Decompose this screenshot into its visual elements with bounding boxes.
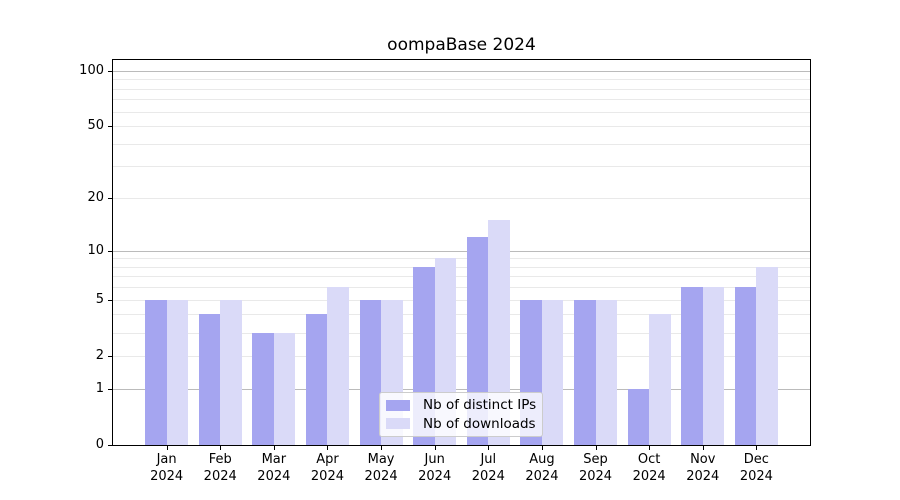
bar: [574, 299, 596, 445]
gridline: [113, 314, 810, 316]
gridline: [113, 332, 810, 334]
x-tick-mark: [756, 446, 758, 450]
gridline: [113, 111, 810, 113]
x-tick-mark: [541, 446, 543, 450]
x-tick-label: Mar 2024: [257, 452, 291, 484]
y-tick-mark: [108, 355, 112, 357]
chart-legend: Nb of distinct IPs Nb of downloads: [379, 392, 543, 437]
y-tick-label: 50: [87, 118, 104, 134]
x-tick-label: Dec 2024: [739, 452, 773, 484]
gridline: [113, 276, 810, 278]
x-tick-mark: [595, 446, 597, 450]
y-tick-label: 10: [87, 242, 104, 258]
gridline: [113, 250, 810, 252]
y-tick-mark: [108, 126, 112, 128]
x-tick-label: Apr 2024: [310, 452, 344, 484]
chart-title: oompaBase 2024: [387, 35, 536, 55]
y-tick-label: 0: [95, 437, 104, 452]
gridline: [113, 79, 810, 81]
bar: [756, 266, 778, 445]
bar: [541, 299, 564, 445]
gridline: [113, 388, 810, 390]
bar: [627, 388, 650, 445]
x-tick-label: Jan 2024: [150, 452, 184, 484]
y-tick-label: 2: [95, 347, 104, 363]
y-tick-mark: [108, 388, 112, 390]
bar: [273, 332, 296, 445]
y-tick-label: 20: [87, 190, 104, 206]
y-tick-mark: [108, 299, 112, 301]
y-tick-mark: [108, 198, 112, 200]
y-tick-label: 5: [95, 291, 104, 307]
legend-item-downloads: Nb of downloads: [386, 416, 538, 432]
bar: [488, 220, 510, 445]
gridline: [113, 70, 810, 72]
axis-spine-top: [112, 59, 811, 60]
legend-label-distinct-ips: Nb of distinct IPs: [423, 397, 537, 414]
x-tick-mark: [702, 446, 704, 450]
x-tick-label: Jun 2024: [418, 452, 452, 484]
x-tick-mark: [649, 446, 651, 450]
y-tick-mark: [108, 250, 112, 252]
y-tick-mark: [108, 70, 112, 72]
gridline: [113, 258, 810, 260]
bar: [359, 299, 382, 445]
x-tick-mark: [327, 446, 329, 450]
x-tick-label: Sep 2024: [578, 452, 613, 484]
gridline: [113, 126, 810, 128]
bar: [198, 314, 221, 445]
bar: [734, 287, 757, 445]
axis-spine-left: [112, 59, 113, 446]
gridline: [113, 198, 810, 200]
axis-spine-bottom: [112, 445, 811, 446]
gridline: [113, 287, 810, 289]
gridline: [113, 99, 810, 101]
x-tick-label: Jul 2024: [471, 452, 505, 484]
x-tick-mark: [488, 446, 490, 450]
bar: [595, 299, 618, 445]
gridline: [113, 88, 810, 90]
y-tick-label: 1: [95, 380, 104, 396]
y-tick-label: 100: [79, 62, 104, 78]
gridline: [113, 143, 810, 145]
axis-spine-right: [810, 59, 811, 446]
bar: [252, 332, 274, 445]
y-tick-mark: [108, 445, 112, 446]
gridline: [113, 166, 810, 168]
legend-item-distinct-ips: Nb of distinct IPs: [386, 397, 538, 413]
gridline: [113, 266, 810, 268]
x-tick-mark: [220, 446, 222, 450]
x-tick-mark: [273, 446, 275, 450]
x-tick-label: Aug 2024: [525, 452, 559, 484]
x-tick-label: Feb 2024: [203, 452, 237, 484]
x-tick-mark: [166, 446, 168, 450]
x-tick-mark: [434, 446, 436, 450]
legend-swatch-distinct-ips-icon: [386, 399, 410, 411]
bar: [220, 299, 242, 445]
x-tick-label: Nov 2024: [686, 452, 720, 484]
bar: [166, 299, 189, 445]
gridline: [113, 299, 810, 301]
gridline: [113, 355, 810, 357]
bar: [681, 287, 703, 445]
legend-label-downloads: Nb of downloads: [423, 415, 536, 432]
bar: [305, 314, 328, 445]
bar: [145, 299, 167, 445]
bar: [649, 314, 671, 445]
x-tick-mark: [381, 446, 383, 450]
x-tick-label: Oct 2024: [632, 452, 666, 484]
legend-swatch-downloads-icon: [386, 418, 410, 430]
bar: [702, 287, 725, 445]
x-tick-label: May 2024: [364, 452, 398, 484]
bar: [327, 287, 349, 445]
plot-area: [113, 60, 810, 445]
